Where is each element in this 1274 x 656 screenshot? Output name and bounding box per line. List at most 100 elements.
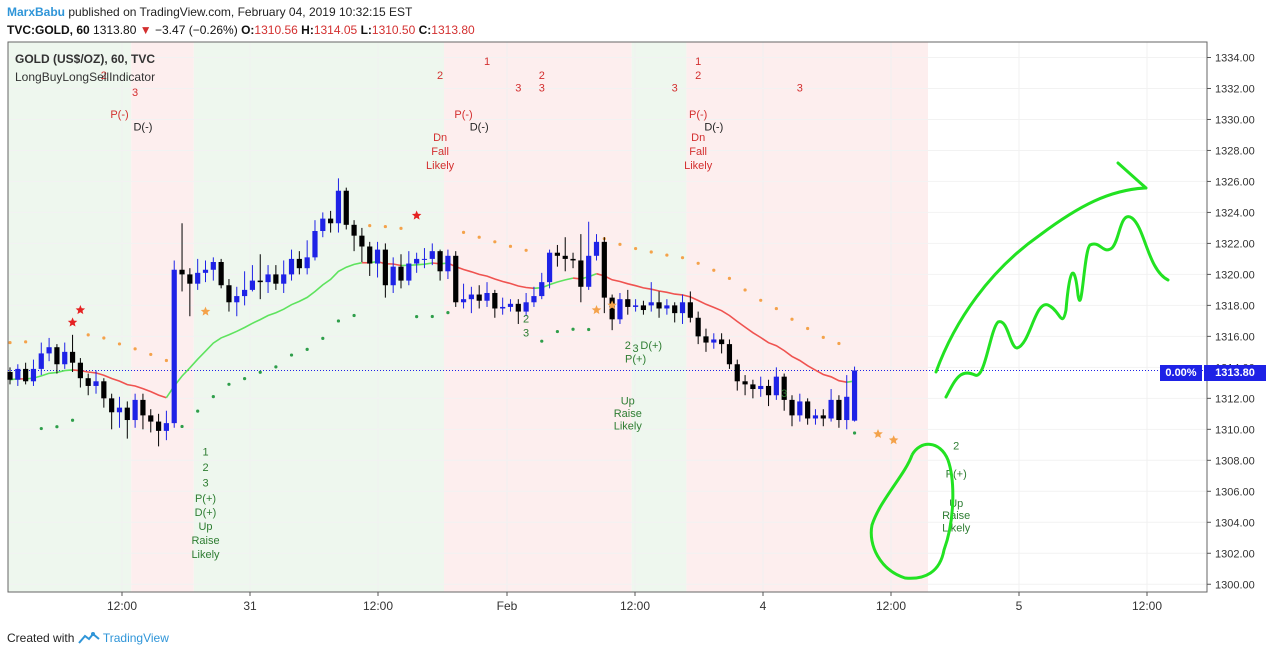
candle-body: [234, 296, 240, 303]
candle-body: [171, 269, 177, 424]
trailing-stop-dot: [258, 370, 262, 374]
trailing-stop-dot: [415, 315, 419, 319]
signal-annotation: Fall: [431, 146, 449, 158]
candle-body: [531, 296, 537, 303]
down-arrow-icon: ▼: [139, 23, 152, 37]
trailing-stop-dot: [759, 298, 763, 302]
signal-annotation: 1: [202, 447, 208, 459]
candle-body: [328, 218, 334, 224]
star-icon: [75, 305, 86, 315]
y-tick-label: 1320.00: [1215, 269, 1255, 281]
candle-body: [116, 407, 123, 413]
x-tick-label: 4: [760, 599, 767, 613]
candle-body: [359, 235, 365, 247]
candle-body: [492, 292, 498, 309]
author-name[interactable]: MarxBabu: [7, 5, 66, 19]
trailing-stop-dot: [712, 268, 716, 272]
trailing-stop-dot: [680, 256, 685, 260]
signal-annotation: 2: [101, 70, 107, 82]
plot-frame: [7, 41, 1208, 593]
signal-annotation: P(+): [195, 493, 216, 505]
signal-annotation: D(-): [704, 121, 723, 133]
x-tick-label: 5: [1016, 599, 1023, 613]
signal-annotation: 3: [672, 83, 678, 95]
candle-body: [719, 339, 725, 345]
trailing-stop-dot: [696, 261, 700, 265]
moving-average-line: [165, 261, 363, 399]
candle-body: [382, 249, 388, 286]
trailing-stop-dot: [587, 327, 591, 332]
candle-body: [296, 258, 302, 269]
symbol-name: TVC:GOLD, 60: [7, 23, 90, 37]
price-change: −3.47 (−0.26%): [155, 23, 238, 37]
y-tick-label: 1302.00: [1215, 548, 1255, 560]
star-icon: [873, 429, 883, 438]
trailing-stop-dot: [305, 347, 309, 351]
candle-body: [546, 252, 553, 283]
trailing-stop-dot: [180, 424, 184, 429]
candle-body: [562, 255, 568, 259]
x-tick-label: 12:00: [1132, 599, 1162, 613]
candle-body: [335, 190, 342, 224]
trailing-stop-dot: [321, 336, 325, 340]
candle-body: [218, 262, 224, 286]
trailing-stop-dot: [571, 327, 575, 331]
signal-annotation: 3: [797, 83, 803, 95]
candle-body: [398, 266, 404, 281]
trailing-stop-dot: [446, 311, 450, 315]
trailing-stop-dot: [383, 224, 387, 229]
signal-annotation: Likely: [426, 160, 455, 172]
signal-annotation: 2: [437, 70, 443, 82]
tradingview-brand[interactable]: TradingView: [102, 631, 169, 645]
signal-annotation: 1: [695, 56, 701, 68]
signal-annotation: Likely: [191, 549, 220, 561]
candle-body: [836, 399, 842, 421]
trailing-stop-dot: [243, 377, 247, 381]
signal-annotation: 2: [202, 462, 208, 474]
trailing-stop-dot: [102, 336, 106, 340]
trailing-stop-dot: [8, 340, 12, 345]
candle-body: [257, 280, 263, 283]
candle-body: [523, 302, 529, 312]
trailing-stop-dot: [837, 341, 841, 346]
trailing-stop-dot: [196, 409, 200, 413]
trailing-stop-dot: [336, 319, 341, 323]
trailing-stop-dot: [70, 418, 75, 422]
signal-annotation: 2: [625, 340, 631, 352]
y-tick-label: 1334.00: [1215, 52, 1255, 64]
signal-annotation: 3: [132, 87, 138, 99]
zone-red: [131, 42, 194, 592]
trailing-stop-dot: [227, 382, 231, 386]
trailing-stop-dot: [806, 326, 810, 331]
candle-body: [304, 257, 310, 269]
trailing-stop-dot: [133, 347, 137, 351]
last-price: 1313.80: [93, 23, 137, 37]
x-tick-label: 12:00: [620, 599, 650, 613]
trailing-stop-dot: [774, 306, 778, 311]
symbol-header: TVC:GOLD, 60 1313.80 ▼ −3.47 (−0.26%) O:…: [7, 23, 475, 37]
close-value: 1313.80: [431, 23, 475, 37]
signal-annotation: D(+): [195, 507, 217, 519]
signal-annotation: P(-): [454, 109, 472, 121]
star-icon: [200, 306, 211, 316]
candle-body: [85, 378, 91, 386]
trailing-stop-dot: [211, 395, 215, 399]
candle-body: [132, 399, 138, 421]
trailing-stop-dot: [164, 358, 168, 363]
candle-body: [500, 306, 506, 309]
x-tick-label: Feb: [497, 599, 518, 613]
candle-body: [242, 289, 248, 297]
candle-body: [609, 297, 615, 320]
trailing-stop-dot: [149, 352, 153, 357]
candle-body: [109, 398, 115, 413]
price-value-label: 1313.80: [1204, 365, 1266, 381]
candle-body: [586, 255, 592, 287]
signal-annotation: 2: [695, 70, 701, 82]
signal-annotation: Up: [621, 396, 635, 408]
candle-body: [429, 251, 435, 259]
candle-body: [367, 246, 373, 264]
trailing-stop-dot: [821, 335, 825, 339]
candle-body: [374, 249, 381, 264]
signal-annotation: 3: [633, 343, 639, 355]
